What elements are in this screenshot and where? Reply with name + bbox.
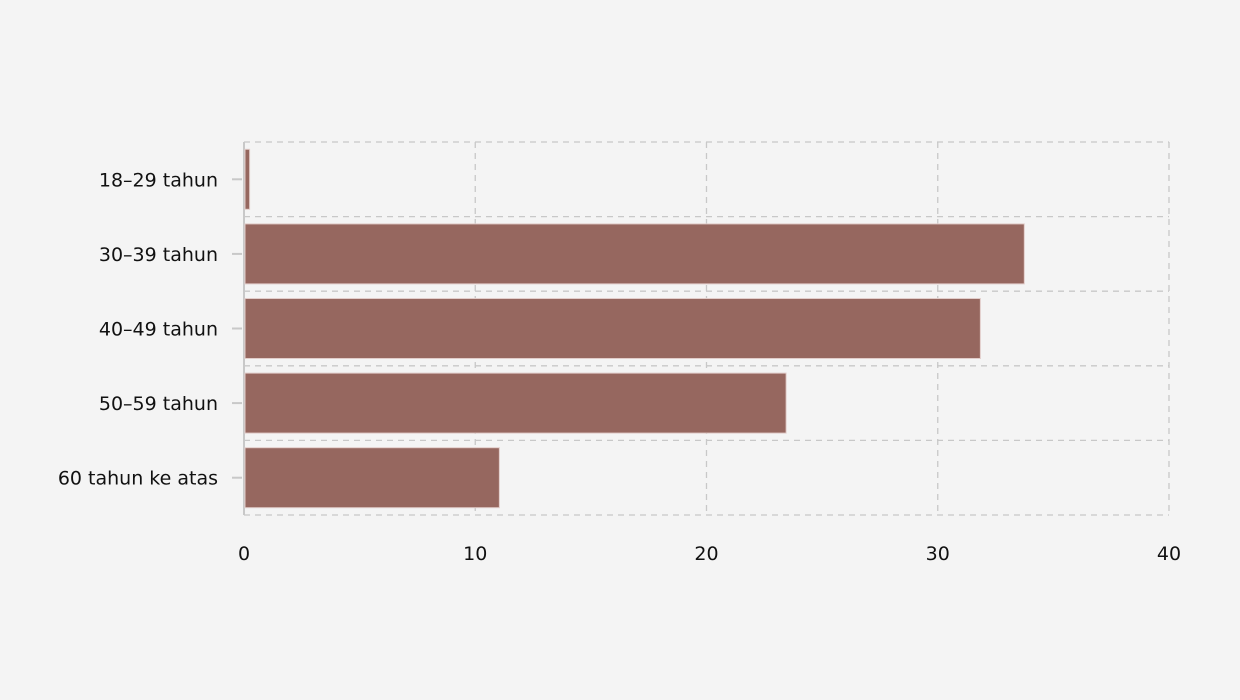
- bar: [244, 223, 1025, 285]
- x-tick-label: 20: [694, 543, 718, 565]
- y-tick-label: 30–39 tahun: [99, 244, 218, 266]
- bar: [244, 298, 981, 359]
- y-tick-label: 18–29 tahun: [99, 169, 218, 191]
- x-tick-label: 30: [926, 543, 950, 565]
- y-tick-label: 40–49 tahun: [99, 319, 218, 341]
- y-tick-label: 50–59 tahun: [99, 393, 218, 415]
- x-tick-label: 0: [238, 543, 250, 565]
- bar: [244, 447, 500, 509]
- bar: [244, 372, 787, 434]
- x-tick-label: 40: [1157, 543, 1181, 565]
- x-tick-label: 10: [463, 543, 487, 565]
- y-tick-label: 60 tahun ke atas: [58, 468, 218, 490]
- bar: [244, 148, 251, 210]
